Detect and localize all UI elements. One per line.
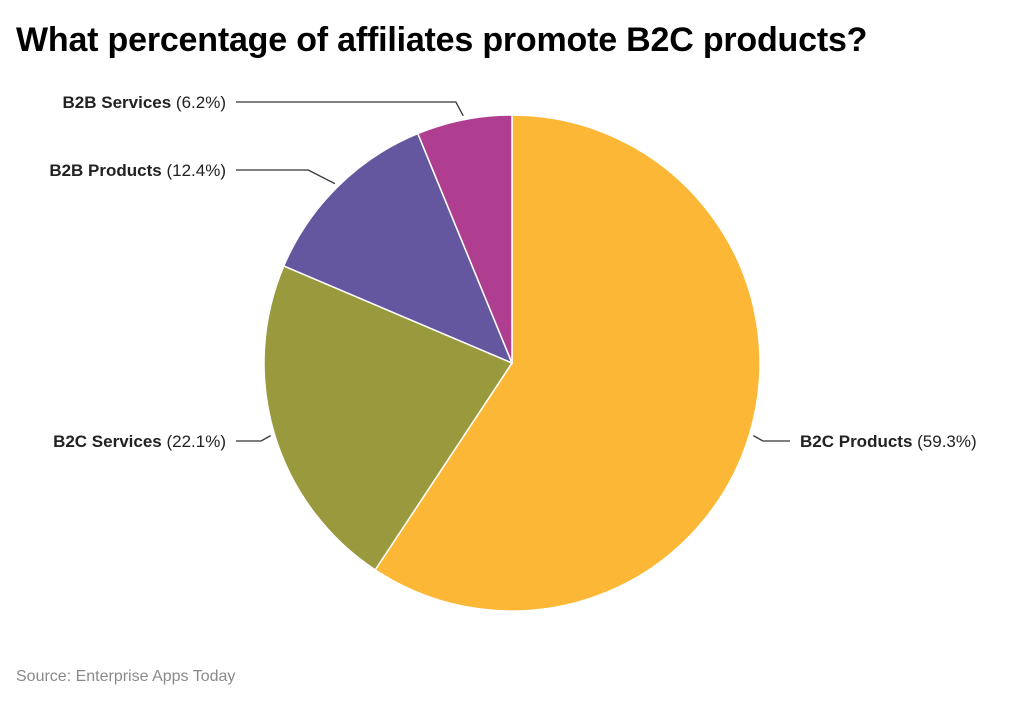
chart-title: What percentage of affiliates promote B2… — [16, 21, 868, 59]
pie-slices — [263, 114, 761, 612]
source-note: Source: Enterprise Apps Today — [16, 668, 236, 685]
leader-line-b2b-services — [236, 101, 464, 117]
pie-slice-b2b-products — [282, 132, 514, 365]
slice-label-b2c-products: B2C Products (59.3%) — [800, 432, 977, 451]
slice-label-value: (22.1%) — [166, 432, 226, 451]
slice-label-name: B2B Services — [63, 93, 176, 112]
leader-lines — [236, 101, 790, 442]
slice-labels: B2C Products (59.3%) B2C Services (22.1%)… — [49, 93, 976, 451]
slice-label-b2b-services: B2B Services (6.2%) — [63, 93, 226, 112]
slice-label-value: (12.4%) — [166, 161, 226, 180]
slice-label-b2b-products: B2B Products (12.4%) — [49, 161, 226, 180]
pie-slice-b2c-services — [263, 264, 514, 571]
slice-label-value: (6.2%) — [176, 93, 226, 112]
slice-label-name: B2C Services — [53, 432, 166, 451]
leader-line-b2c-products — [753, 435, 790, 442]
leader-line-b2c-services — [236, 435, 271, 442]
slice-label-value: (59.3%) — [917, 432, 977, 451]
pie-slice-b2c-products — [374, 114, 761, 612]
slice-label-name: B2C Products — [800, 432, 917, 451]
slice-label-b2c-services: B2C Services (22.1%) — [53, 432, 226, 451]
leader-line-b2b-products — [236, 169, 336, 185]
pie-slice-b2b-services — [416, 114, 513, 364]
slice-label-name: B2B Products — [49, 161, 166, 180]
